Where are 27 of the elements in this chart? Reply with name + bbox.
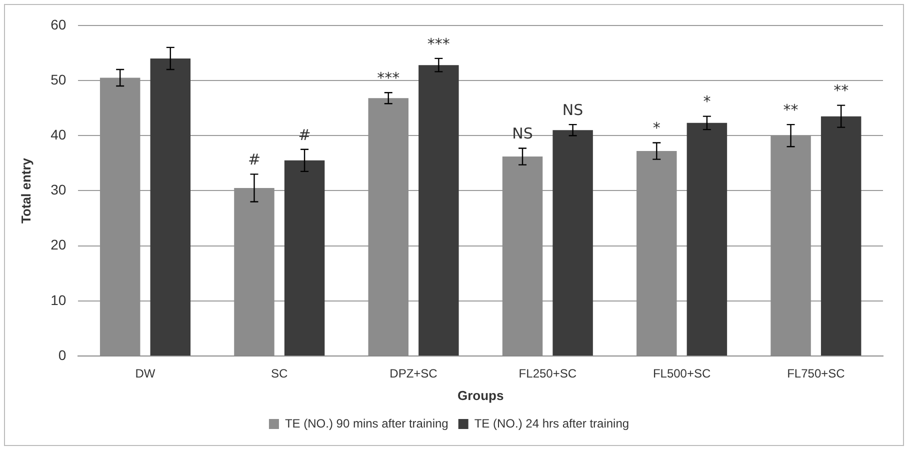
data-label: # xyxy=(248,150,261,169)
data-label: NS xyxy=(562,100,584,119)
data-label: # xyxy=(298,126,311,144)
data-label: *** xyxy=(377,69,400,88)
y-tick-label: 60 xyxy=(50,16,66,32)
y-tick-label: 40 xyxy=(50,126,66,142)
x-tick-label: FL500+SC xyxy=(652,366,711,381)
y-axis-title: Total entry xyxy=(18,157,34,224)
data-label: NS xyxy=(512,124,533,143)
x-axis-title: Groups xyxy=(457,388,504,403)
legend-label: TE (NO.) 90 mins after training xyxy=(284,416,448,430)
y-tick-label: 10 xyxy=(50,292,66,308)
y-tick-label: 0 xyxy=(58,346,66,363)
data-label: * xyxy=(703,92,712,111)
y-tick-label: 20 xyxy=(50,236,66,253)
x-tick-label: SC xyxy=(271,366,288,381)
x-tick-label: DW xyxy=(135,366,156,381)
x-tick-label: FL750+SC xyxy=(787,366,846,381)
legend-label: TE (NO.) 24 hrs after training xyxy=(474,416,630,430)
y-tick-label: 30 xyxy=(50,182,66,198)
x-tick-label: FL250+SC xyxy=(518,366,577,381)
y-tick-label: 50 xyxy=(50,71,66,88)
data-label: *** xyxy=(427,34,450,53)
data-label: ** xyxy=(834,82,850,100)
x-tick-label: DPZ+SC xyxy=(390,366,438,381)
data-label: ** xyxy=(783,100,799,119)
data-label: * xyxy=(652,119,661,138)
